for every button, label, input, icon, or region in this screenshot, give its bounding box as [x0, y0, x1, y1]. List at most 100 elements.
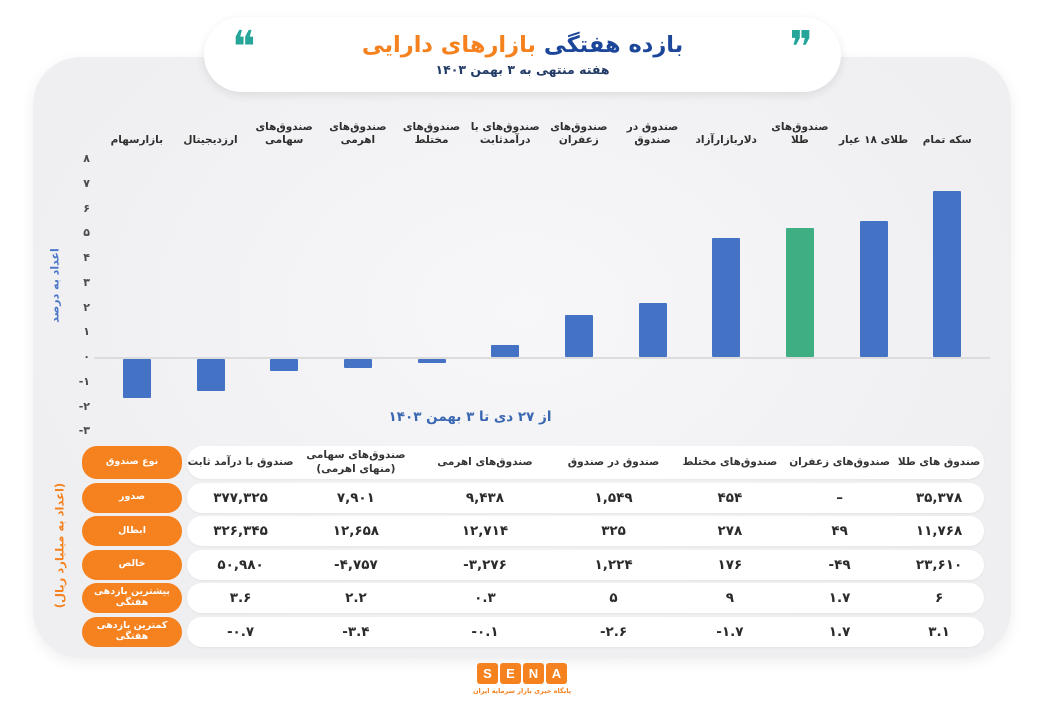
- y-tick-label: ۵: [83, 226, 90, 240]
- bar-chart: [94, 150, 990, 442]
- table-cell: -۱.۷: [716, 623, 744, 640]
- y-tick-label: ۸: [83, 152, 90, 165]
- y-tick-label: -۲: [78, 399, 90, 413]
- chart-bar-6: [564, 314, 593, 357]
- chart-category-label: صندوق‌های با درآمدثابت: [470, 120, 540, 147]
- table-cell: ۲۳,۶۱۰: [915, 556, 963, 573]
- chart-category-label: صندوق‌های سهامی: [255, 120, 313, 147]
- table-cell: ۱,۲۲۴: [594, 556, 633, 573]
- table-row-strip: ۳.۶ ۲.۲ ۰.۳ ۵ ۹ ۱.۷ ۶: [187, 583, 984, 613]
- table-cell: ۳۲۵: [601, 523, 626, 539]
- logo-letter: S: [477, 663, 498, 684]
- column-header: صندوق‌های مختلط: [682, 455, 778, 468]
- logo-tagline: پایگاه خبری بازار سرمایه ایران: [472, 687, 572, 695]
- table-row-strip: صندوق با درآمد ثابت صندوق‌های سهامی (منها…: [187, 446, 984, 479]
- chart-caption: از ۲۷ دی تا ۳ بهمن ۱۴۰۳: [388, 409, 552, 425]
- chart-bar-3: [343, 358, 372, 369]
- table-cell: -۲.۶: [599, 623, 628, 640]
- y-tick-label: ۲: [83, 300, 90, 314]
- table-row: ابطال ۳۲۶,۳۴۵ ۱۲,۶۵۸ ۱۲,۷۱۴ ۳۲۵ ۲۷۸ ۴۹ ۱۱,۷۶۸: [82, 516, 984, 546]
- column-header: صندوق‌های اهرمی: [437, 455, 533, 468]
- table-row: صدور ۳۷۷,۳۲۵ ۷,۹۰۱ ۹,۴۳۸ ۱,۵۴۹ ۴۵۴ – ۳۵,۳۷۸: [82, 482, 984, 513]
- logo-letter: N: [523, 663, 544, 684]
- table-cell: ۱۲,۷۱۴: [461, 523, 509, 539]
- table-row: بیشترین بازدهی هفتگی ۳.۶ ۲.۲ ۰.۳ ۵ ۹ ۱.۷ ۶: [82, 583, 984, 613]
- table-cell: ۹,۴۳۸: [465, 489, 505, 506]
- y-tick-label: ۳: [83, 275, 90, 289]
- y-tick-label: -۳: [78, 424, 90, 438]
- table-row-strip: ۳۲۶,۳۴۵ ۱۲,۶۵۸ ۱۲,۷۱۴ ۳۲۵ ۲۷۸ ۴۹ ۱۱,۷۶۸: [187, 516, 984, 546]
- y-tick-label: ۴: [83, 251, 90, 264]
- row-label-pill: خالص: [82, 549, 182, 580]
- y-tick-label: ۱: [83, 325, 90, 339]
- table-cell: ۱۲,۶۵۸: [332, 523, 380, 539]
- chart-bar-5: [491, 344, 520, 357]
- table-cell: ۳.۶: [229, 590, 252, 606]
- y-tick-label: ۰: [83, 350, 90, 363]
- chart-category-label: بازارسهام: [110, 134, 164, 147]
- chart-bar-8: [712, 238, 741, 357]
- chart-category-label: طلای ۱۸ عیار: [839, 134, 909, 147]
- chart-bar-7: [638, 302, 667, 357]
- row-label-pill: بیشترین بازدهی هفتگی: [82, 583, 182, 613]
- logo-letter: E: [500, 663, 521, 684]
- table-cell: ۳۲۶,۳۴۵: [213, 523, 268, 539]
- chart-category-label: سکه تمام: [922, 134, 972, 147]
- table-row-strip: ۳۷۷,۳۲۵ ۷,۹۰۱ ۹,۴۳۸ ۱,۵۴۹ ۴۵۴ – ۳۵,۳۷۸: [187, 482, 984, 513]
- chart-category-label: دلاربازارآزاد: [695, 134, 757, 147]
- table-cell: -۰.۷: [226, 623, 255, 640]
- page-title-part2: بازارهای دارایی: [361, 32, 536, 58]
- quote-close-icon: ❞: [789, 22, 813, 73]
- row-label-pill: نوع صندوق: [82, 446, 182, 479]
- column-header: صندوق در صندوق: [567, 455, 660, 468]
- row-label-pill: صدور: [82, 482, 182, 513]
- table-cell: ۱.۷: [828, 590, 851, 606]
- table-header-row: نوع صندوق صندوق با درآمد ثابت صندوق‌های سه…: [82, 446, 984, 479]
- chart-category-label: صندوق‌های طلا: [771, 120, 829, 147]
- chart-category-label: صندوق‌های زعفران: [550, 120, 608, 147]
- table-cell: -۳.۴: [342, 623, 370, 640]
- column-header: صندوق‌های سهامی (منهای اهرمی): [306, 449, 406, 475]
- table-row: خالص ۵۰,۹۸۰ -۴,۷۵۷ -۳,۲۷۶ ۱,۲۲۴ ۱۷۶ -۴۹ ۲۳,۶۱۰: [82, 549, 984, 580]
- page-title: بازده هفتگی بازارهای دارایی: [362, 32, 683, 58]
- row-label-pill: کمترین بازدهی هفتگی: [82, 616, 182, 647]
- table-cell: ۳۵,۳۷۸: [915, 489, 963, 506]
- table-row: کمترین بازدهی هفتگی -۰.۷ -۳.۴ -۰.۱ -۲.۶ -۱.۷ ۱…: [82, 616, 984, 647]
- chart-bar-1: [196, 358, 225, 391]
- column-header: صندوق های طلا: [897, 455, 981, 468]
- chart-y-axis: ۸ ۷ ۶ ۵ ۴ ۳ ۲ ۱ ۰ -۱ -۲ -۳: [58, 150, 90, 442]
- table-cell: ۲۷۸: [717, 523, 743, 539]
- table-cell: ۴۵۴: [717, 489, 743, 506]
- row-label-pill: ابطال: [82, 516, 182, 546]
- header: ❝ ❞ بازده هفتگی بازارهای دارایی هفته منت…: [204, 17, 841, 92]
- table-cell: ۱.۷: [828, 623, 851, 640]
- chart-category-label: صندوق‌های اهرمی: [329, 120, 387, 147]
- chart-category-label: صندوق در صندوق: [626, 120, 679, 147]
- table-cell: -۰.۱: [471, 623, 499, 640]
- chart-bar-2: [270, 358, 299, 371]
- table-cell: ۳۷۷,۳۲۵: [213, 489, 268, 506]
- table-cell: ۵۰,۹۸۰: [217, 556, 264, 573]
- chart-bar-4: [417, 358, 446, 364]
- table-row-strip: -۰.۷ -۳.۴ -۰.۱ -۲.۶ -۱.۷ ۱.۷ ۳.۱: [187, 616, 984, 647]
- page-subtitle: هفته منتهی به ۳ بهمن ۱۴۰۳: [435, 62, 610, 77]
- column-header: صندوق با درآمد ثابت: [187, 455, 294, 468]
- logo-letter: A: [546, 663, 567, 684]
- chart-category-label: ارزدیجیتال: [183, 134, 238, 147]
- table-cell: ۷,۹۰۱: [336, 489, 375, 506]
- table-cell: -۴,۷۵۷: [334, 556, 378, 573]
- table-cell: ۳.۱: [928, 623, 950, 640]
- table-cell: ۱۱,۷۶۸: [915, 523, 963, 539]
- column-header: صندوق‌های زعفران: [789, 455, 890, 468]
- table-cell: ۵: [609, 590, 618, 606]
- table-cell: –: [836, 489, 843, 506]
- table-cell: ۰.۳: [474, 590, 496, 606]
- table-cell: ۱,۵۴۹: [594, 489, 633, 506]
- quote-open-icon: ❝: [232, 22, 256, 73]
- y-tick-label: ۶: [83, 201, 90, 215]
- y-tick-label: ۷: [83, 176, 90, 190]
- table-cell: -۳,۲۷۶: [463, 556, 507, 573]
- table-cell: ۱۷۶: [717, 556, 743, 573]
